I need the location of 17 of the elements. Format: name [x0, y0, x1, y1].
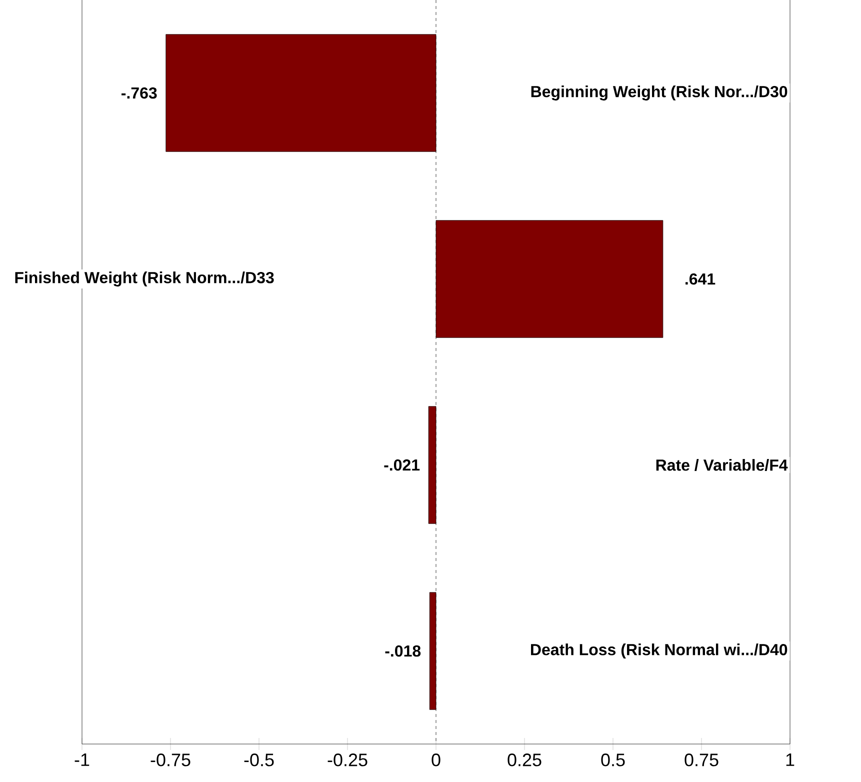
x-tick-label: -0.5	[244, 754, 274, 766]
y-tick-label: Finished Weight (Risk Norm.../D33	[15, 272, 274, 286]
data-label: -.763	[122, 87, 157, 99]
y-tick-label: Death Loss (Risk Normal wi.../D40	[531, 644, 788, 658]
data-label: .641	[686, 273, 716, 285]
data-label: -.021	[384, 459, 420, 471]
data-label: -.018	[385, 645, 421, 657]
x-tick-label: 0.75	[684, 754, 718, 766]
x-tick-label: 0.5	[601, 754, 625, 766]
x-tick-label: 1	[786, 754, 794, 766]
x-tick-label: -0.25	[328, 754, 368, 766]
x-tick-label: -0.75	[150, 754, 190, 766]
x-tick-label: 0	[432, 754, 440, 766]
x-tick-label: -1	[74, 754, 90, 766]
y-tick-label: Rate / Variable/F4	[656, 459, 788, 471]
y-tick-label: Beginning Weight (Risk Nor.../D30	[531, 86, 788, 100]
x-tick-label: 0.25	[508, 754, 542, 766]
